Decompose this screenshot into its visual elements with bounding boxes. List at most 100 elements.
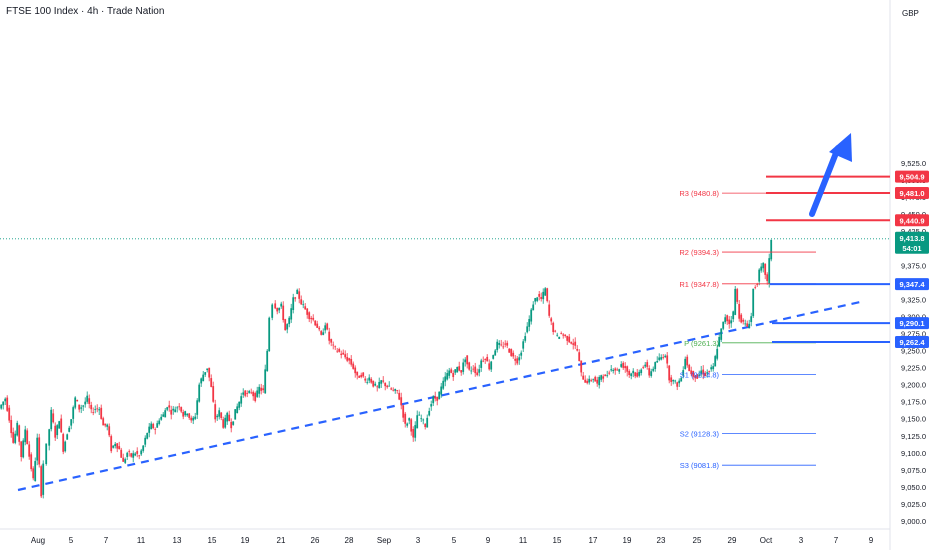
candle-body: [156, 423, 158, 427]
x-tick-label: 3: [416, 536, 421, 545]
candle-body: [678, 381, 680, 384]
candle-body: [468, 362, 470, 369]
candle-body: [392, 390, 394, 391]
candle-body: [476, 372, 478, 375]
candle-body: [8, 408, 10, 421]
candle-body: [626, 366, 628, 371]
candle-body: [212, 386, 214, 402]
candle-body: [118, 446, 120, 449]
levels-group: [0, 177, 890, 342]
candle-body: [398, 393, 400, 400]
candle-body: [336, 351, 338, 352]
candle-body: [110, 436, 112, 451]
candle-body: [106, 425, 108, 427]
candle-body: [600, 375, 602, 380]
candle-body: [322, 332, 324, 335]
candle-body: [602, 376, 604, 378]
candle-body: [486, 357, 488, 361]
candle-body: [616, 370, 618, 371]
candle-body: [40, 466, 42, 496]
candle-body: [56, 425, 58, 435]
candle-body: [732, 311, 734, 319]
candle-body: [566, 336, 568, 341]
candle-body: [606, 375, 608, 376]
x-tick-label: 7: [104, 536, 109, 545]
candle-body: [598, 377, 600, 385]
candle-body: [130, 453, 132, 456]
candle-body: [16, 423, 18, 436]
candle-body: [124, 459, 126, 463]
candle-body: [498, 343, 500, 345]
candle-body: [390, 388, 392, 389]
candle-body: [378, 382, 380, 388]
y-tick-label: 9,100.0: [901, 449, 926, 458]
level-badge-text: 9,347.4: [899, 280, 925, 289]
candles-group: [0, 239, 772, 498]
candle-body: [342, 353, 344, 355]
candle-body: [28, 444, 30, 456]
candle-body: [584, 380, 586, 383]
candle-body: [290, 308, 292, 319]
candle-body: [562, 334, 564, 335]
candle-body: [720, 328, 722, 339]
pivot-label: R1 (9347.8): [679, 280, 719, 289]
candle-body: [144, 438, 146, 445]
candle-body: [154, 429, 156, 430]
candle-body: [320, 331, 322, 335]
candle-body: [462, 362, 464, 371]
candle-body: [460, 370, 462, 372]
candle-body: [742, 320, 744, 322]
candle-body: [510, 349, 512, 356]
candle-body: [116, 443, 118, 448]
candle-body: [752, 289, 754, 316]
candle-body: [66, 434, 68, 439]
candle-body: [146, 433, 148, 439]
candle-body: [738, 304, 740, 319]
x-tick-label: 19: [241, 536, 250, 545]
candle-body: [628, 371, 630, 375]
candle-body: [326, 324, 328, 330]
candle-body: [516, 358, 518, 363]
candle-body: [176, 407, 178, 408]
y-tick-label: 9,200.0: [901, 381, 926, 390]
candle-body: [674, 381, 676, 382]
candle-body: [206, 369, 208, 371]
candle-body: [540, 297, 542, 299]
candle-body: [224, 418, 226, 428]
candle-body: [370, 379, 372, 383]
candle-body: [248, 391, 250, 393]
candle-body: [386, 386, 388, 387]
candle-body: [246, 393, 248, 394]
candle-body: [152, 424, 154, 428]
candle-body: [642, 367, 644, 368]
candle-body: [768, 258, 770, 284]
candle-body: [530, 310, 532, 322]
candle-body: [470, 371, 472, 372]
candle-body: [488, 363, 490, 369]
candle-body: [138, 455, 140, 456]
level-badge-text: 9,290.1: [899, 319, 924, 328]
x-tick-label: 23: [657, 536, 666, 545]
candle-body: [524, 336, 526, 341]
candle-body: [750, 316, 752, 322]
candle-body: [756, 284, 758, 285]
candle-body: [158, 421, 160, 424]
candle-body: [590, 380, 592, 381]
candle-body: [236, 406, 238, 413]
level-badge-text: 9,262.4: [899, 338, 925, 347]
x-tick-label: 11: [137, 536, 146, 545]
candle-body: [526, 326, 528, 332]
x-tick-label: 25: [693, 536, 702, 545]
candle-body: [382, 380, 384, 381]
candle-body: [670, 377, 672, 382]
candle-body: [554, 331, 556, 332]
candle-body: [54, 426, 56, 438]
candle-body: [62, 434, 64, 452]
candle-body: [32, 468, 34, 478]
candle-body: [736, 289, 738, 302]
candle-body: [658, 357, 660, 359]
candle-body: [532, 305, 534, 311]
candle-body: [458, 366, 460, 370]
candle-body: [748, 324, 750, 328]
